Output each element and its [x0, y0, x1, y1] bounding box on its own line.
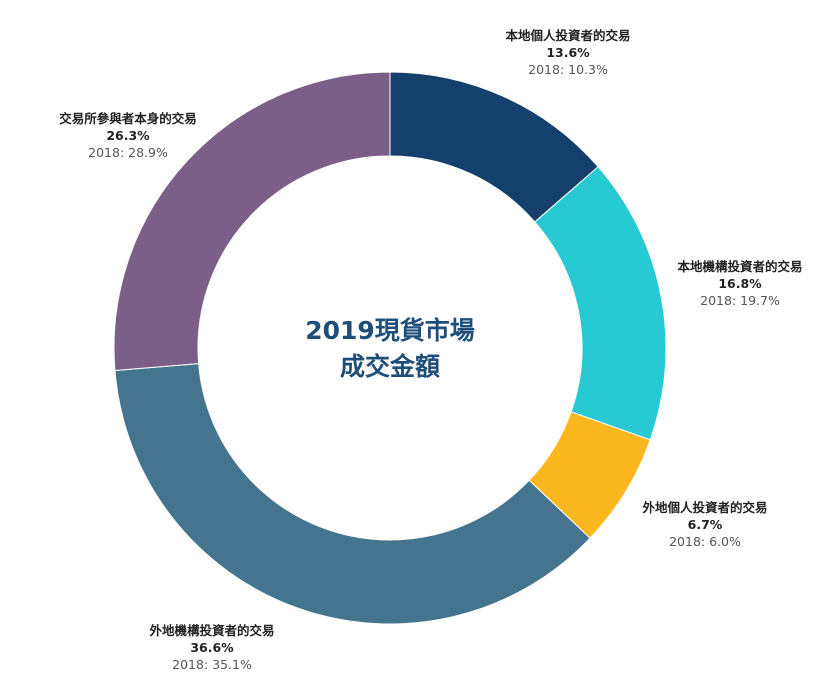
donut-slices	[113, 71, 667, 625]
label-overseas-retail-name: 外地個人投資者的交易	[642, 500, 768, 515]
label-overseas-retail-value: 6.7%	[687, 517, 723, 532]
label-local-institutional-value: 16.8%	[718, 276, 762, 291]
label-local-retail-prev: 2018: 10.3%	[528, 62, 608, 77]
slice-overseas-institutional	[114, 363, 591, 625]
label-local-institutional-name: 本地機構投資者的交易	[677, 259, 803, 274]
label-exchange-participants-prev: 2018: 28.9%	[88, 145, 168, 160]
center-title-line1: 2019現貨市場	[305, 316, 475, 345]
slice-local-institutional	[534, 166, 667, 441]
label-overseas-retail: 外地個人投資者的交易 6.7% 2018: 6.0%	[620, 499, 790, 550]
label-local-retail-value: 13.6%	[546, 45, 590, 60]
label-local-retail-name: 本地個人投資者的交易	[505, 28, 631, 43]
label-overseas-institutional: 外地機構投資者的交易 36.6% 2018: 35.1%	[112, 622, 312, 673]
label-overseas-retail-prev: 2018: 6.0%	[669, 534, 741, 549]
label-exchange-participants-name: 交易所參與者本身的交易	[59, 111, 197, 126]
label-local-retail: 本地個人投資者的交易 13.6% 2018: 10.3%	[468, 27, 668, 78]
center-title-line2: 成交金額	[339, 352, 440, 381]
label-exchange-participants: 交易所參與者本身的交易 26.3% 2018: 28.9%	[28, 110, 228, 161]
label-local-institutional-prev: 2018: 19.7%	[700, 293, 780, 308]
label-local-institutional: 本地機構投資者的交易 16.8% 2018: 19.7%	[655, 258, 825, 309]
label-overseas-institutional-prev: 2018: 35.1%	[172, 657, 252, 672]
label-exchange-participants-value: 26.3%	[106, 128, 150, 143]
label-overseas-institutional-value: 36.6%	[190, 640, 234, 655]
slice-exchange-participants	[113, 71, 391, 372]
label-overseas-institutional-name: 外地機構投資者的交易	[149, 623, 275, 638]
